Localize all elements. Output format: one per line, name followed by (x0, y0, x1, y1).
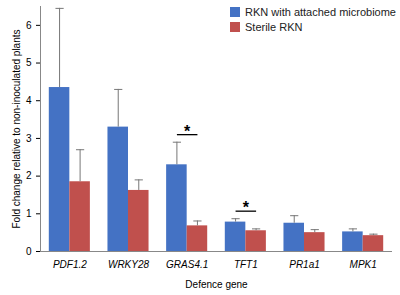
svg-text:1: 1 (26, 208, 32, 219)
svg-text:*: * (243, 199, 250, 216)
svg-text:3: 3 (26, 133, 32, 144)
html-text:RKN with attached microbiome: RKN with attached microbiome (245, 6, 396, 18)
svg-text:0: 0 (26, 246, 32, 257)
svg-text:TFT1: TFT1 (234, 259, 258, 270)
svg-text:PDF1.2: PDF1.2 (53, 259, 87, 270)
svg-text:4: 4 (26, 95, 32, 106)
svg-text:PR1a1: PR1a1 (289, 259, 320, 270)
svg-text:Fold change relative to non-in: Fold change relative to non-inoculated p… (11, 29, 22, 228)
svg-text:WRKY28: WRKY28 (108, 259, 150, 270)
svg-text:*: * (184, 123, 191, 140)
html-text:Sterile RKN: Sterile RKN (245, 21, 303, 33)
svg-text:GRAS4.1: GRAS4.1 (166, 259, 208, 270)
svg-text:2: 2 (26, 170, 32, 181)
svg-text:6: 6 (26, 20, 32, 31)
svg-text:5: 5 (26, 57, 32, 68)
svg-text:MPK1: MPK1 (350, 259, 377, 270)
svg-text:Defence gene: Defence gene (185, 279, 248, 290)
